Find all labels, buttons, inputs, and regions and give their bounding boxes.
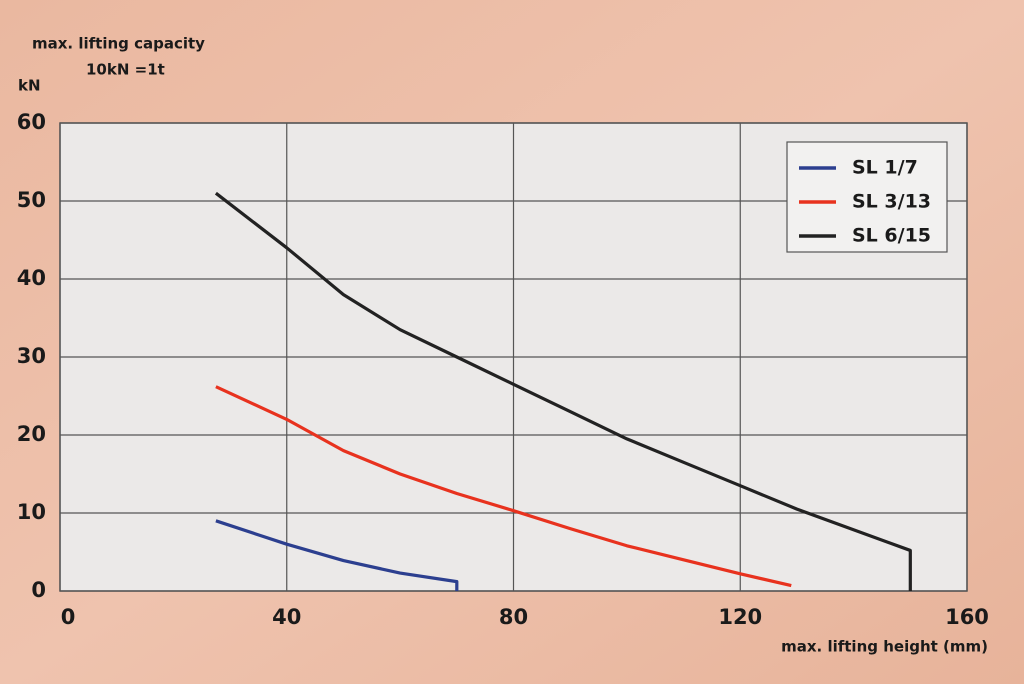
y-tick-label: 50 — [17, 188, 46, 212]
y-tick-label: 10 — [17, 500, 46, 524]
y-tick-label: 0 — [31, 578, 46, 602]
x-tick-label: 0 — [61, 605, 76, 629]
chart-title: max. lifting capacity — [32, 35, 205, 53]
legend-label: SL 6/15 — [852, 225, 931, 247]
x-tick-label: 120 — [718, 605, 762, 629]
y-tick-label: 40 — [17, 266, 46, 290]
y-tick-label: 60 — [17, 110, 46, 134]
legend-box — [786, 141, 948, 253]
legend-label: SL 3/13 — [852, 191, 931, 213]
chart-subtitle: 10kN =1t — [86, 61, 165, 79]
legend-label: SL 1/7 — [852, 157, 918, 179]
x-tick-label: 40 — [272, 605, 301, 629]
x-tick-label: 160 — [945, 605, 989, 629]
x-tick-label: 80 — [499, 605, 528, 629]
y-axis-label: kN — [18, 77, 41, 95]
grid — [59, 122, 968, 592]
y-tick-label: 20 — [17, 422, 46, 446]
y-tick-label: 30 — [17, 344, 46, 368]
series-line — [215, 519, 459, 591]
series-line — [215, 385, 792, 588]
x-axis-label: max. lifting height (mm) — [781, 638, 988, 656]
legend: SL 1/7 SL 3/13 SL 6/15 — [786, 141, 948, 253]
series-line — [214, 191, 912, 591]
